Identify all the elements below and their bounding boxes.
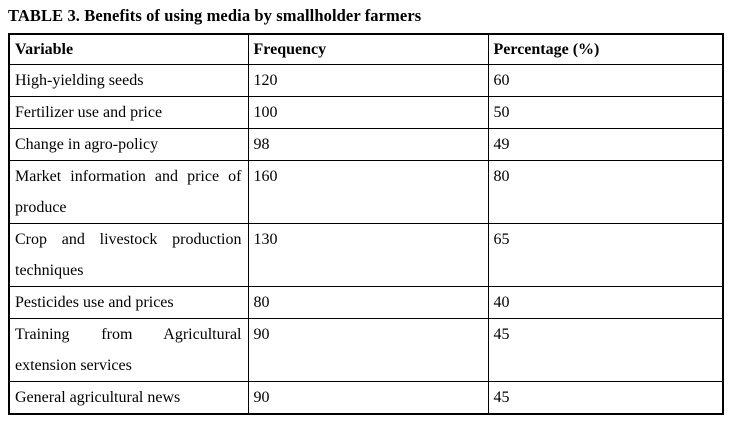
column-header-frequency: Frequency — [247, 33, 489, 65]
variable-cell: General agricultural news — [8, 381, 249, 415]
percentage-cell: 60 — [487, 64, 724, 97]
frequency-cell: 90 — [247, 318, 489, 382]
column-header-variable: Variable — [8, 33, 249, 65]
table-row: Change in agro-policy 98 49 — [8, 128, 724, 161]
table-row: Fertilizer use and price 100 50 — [8, 96, 724, 129]
variable-cell: Training from Agricultural extension ser… — [8, 318, 249, 382]
percentage-cell: 40 — [487, 286, 724, 319]
table-row: General agricultural news 90 45 — [8, 381, 724, 415]
table-row: Crop and livestock production techniques… — [8, 223, 724, 287]
frequency-cell: 130 — [247, 223, 489, 287]
percentage-cell: 80 — [487, 160, 724, 224]
table-row: Market information and price of produce … — [8, 160, 724, 224]
percentage-cell: 45 — [487, 381, 724, 415]
percentage-cell: 50 — [487, 96, 724, 129]
frequency-cell: 120 — [247, 64, 489, 97]
percentage-cell: 65 — [487, 223, 724, 287]
table-caption: TABLE 3. Benefits of using media by smal… — [8, 6, 422, 25]
table-row: Training from Agricultural extension ser… — [8, 318, 724, 382]
frequency-cell: 100 — [247, 96, 489, 129]
frequency-cell: 98 — [247, 128, 489, 161]
percentage-cell: 45 — [487, 318, 724, 382]
benefits-table: Variable Frequency Percentage (%) High-y… — [8, 33, 724, 415]
percentage-cell: 49 — [487, 128, 724, 161]
variable-cell: Fertilizer use and price — [8, 96, 249, 129]
variable-cell: High-yielding seeds — [8, 64, 249, 97]
frequency-cell: 160 — [247, 160, 489, 224]
table-row: High-yielding seeds 120 60 — [8, 64, 724, 97]
variable-cell: Pesticides use and prices — [8, 286, 249, 319]
variable-cell: Crop and livestock production techniques — [8, 223, 249, 287]
variable-cell: Change in agro-policy — [8, 128, 249, 161]
header-row: Variable Frequency Percentage (%) — [8, 33, 724, 65]
variable-cell: Market information and price of produce — [8, 160, 249, 224]
table-row: Pesticides use and prices 80 40 — [8, 286, 724, 319]
frequency-cell: 80 — [247, 286, 489, 319]
frequency-cell: 90 — [247, 381, 489, 415]
column-header-percentage: Percentage (%) — [487, 33, 724, 65]
